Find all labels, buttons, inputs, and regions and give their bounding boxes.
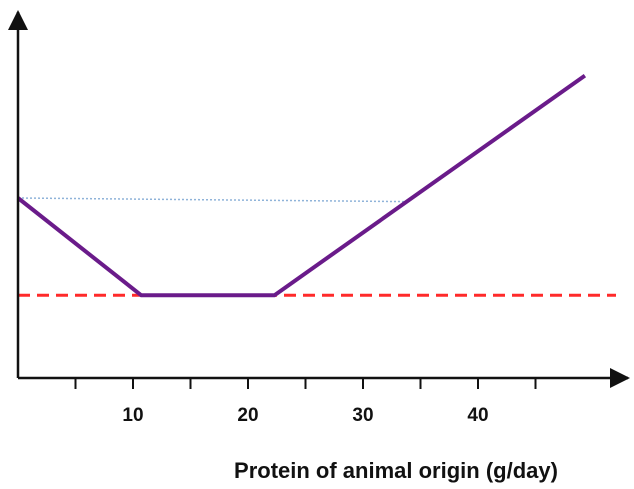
x-tick-label: 10 bbox=[122, 405, 143, 426]
x-tick-label: 20 bbox=[237, 405, 258, 426]
x-ticks: 10 20 30 40 bbox=[74, 378, 537, 426]
series-line-solid bbox=[16, 73, 587, 298]
x-tick-label: 30 bbox=[352, 405, 373, 426]
series-line-dotted bbox=[17, 197, 405, 203]
x-axis-title: Protein of animal origin (g/day) bbox=[234, 458, 558, 483]
x-tick-label: 40 bbox=[467, 405, 488, 426]
series-layer bbox=[16, 73, 616, 298]
